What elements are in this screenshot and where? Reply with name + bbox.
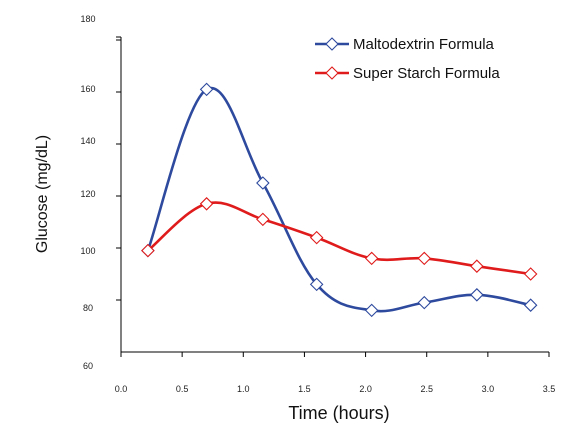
legend-marker-maltodextrin-formula: [325, 37, 339, 51]
y-tick-label: 180: [80, 14, 95, 24]
ticks: 0.0 0.5 1.0 1.5 2.0 2.5 3.0 3.5 60 80 100 120 140 160…: [80, 14, 555, 394]
legend-marker-super-starch-formula: [325, 66, 339, 80]
data-point-super-starch-formula: [470, 259, 484, 273]
x-tick-label: 0.5: [176, 384, 189, 394]
y-axis-title: Glucose (mg/dL): [34, 135, 51, 253]
data-point-super-starch-formula: [417, 251, 432, 266]
y-tick-label: 100: [80, 246, 95, 256]
data-point-super-starch-formula: [199, 197, 214, 211]
series-markers: [141, 82, 538, 318]
x-tick-label: 0.0: [115, 384, 128, 394]
data-point-maltodextrin-formula: [417, 295, 432, 310]
y-tick-label: 80: [83, 303, 93, 313]
y-tick-label: 60: [83, 361, 93, 371]
data-point-super-starch-formula: [256, 212, 270, 227]
legend-label-super-starch-formula: Super Starch Formula: [353, 65, 500, 82]
data-point-super-starch-formula: [364, 251, 379, 266]
x-tick-label: 3.0: [482, 384, 495, 394]
x-tick-label: 1.0: [237, 384, 250, 394]
data-point-maltodextrin-formula: [256, 176, 270, 190]
y-tick-label: 140: [80, 136, 95, 146]
data-point-maltodextrin-formula: [364, 303, 379, 318]
data-point-super-starch-formula: [523, 267, 538, 281]
legend: Maltodextrin Formula Super Starch Formula: [315, 36, 500, 82]
axes: [120, 37, 549, 353]
x-tick-label: 2.0: [359, 384, 372, 394]
data-point-super-starch-formula: [141, 243, 155, 258]
data-point-maltodextrin-formula: [523, 298, 538, 312]
x-tick-label: 2.5: [420, 384, 433, 394]
x-tick-label: 1.5: [298, 384, 311, 394]
legend-label-maltodextrin-formula: Maltodextrin Formula: [353, 36, 495, 53]
y-tick-label: 120: [80, 189, 95, 199]
y-tick-label: 160: [80, 84, 95, 94]
data-point-super-starch-formula: [309, 230, 324, 245]
x-axis-title: Time (hours): [288, 403, 389, 423]
data-point-maltodextrin-formula: [470, 288, 484, 302]
data-point-maltodextrin-formula: [309, 277, 324, 292]
data-point-maltodextrin-formula: [199, 82, 214, 97]
x-tick-label: 3.5: [543, 384, 556, 394]
